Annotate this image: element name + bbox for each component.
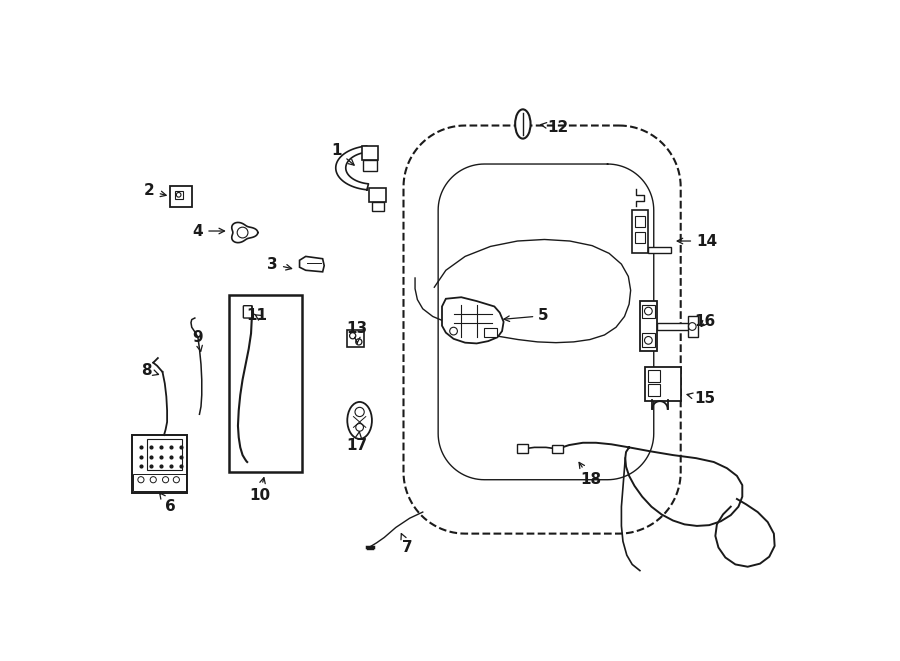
Polygon shape: [644, 367, 681, 401]
Text: 13: 13: [346, 321, 368, 343]
Text: 4: 4: [193, 223, 224, 239]
Text: 16: 16: [695, 315, 716, 329]
Polygon shape: [648, 247, 670, 253]
FancyBboxPatch shape: [243, 305, 252, 318]
Polygon shape: [657, 323, 690, 330]
Text: 3: 3: [267, 256, 292, 272]
Polygon shape: [552, 445, 562, 453]
FancyBboxPatch shape: [363, 160, 377, 171]
Polygon shape: [131, 435, 187, 493]
Polygon shape: [347, 330, 365, 347]
Text: 11: 11: [247, 308, 267, 323]
Polygon shape: [170, 186, 192, 207]
Text: 17: 17: [346, 432, 368, 453]
Text: 18: 18: [579, 463, 601, 487]
Polygon shape: [300, 256, 324, 272]
Text: 8: 8: [141, 363, 158, 378]
Polygon shape: [231, 223, 257, 243]
Polygon shape: [517, 444, 528, 453]
Text: 2: 2: [144, 184, 166, 198]
Polygon shape: [442, 297, 504, 344]
Ellipse shape: [347, 402, 372, 439]
Text: 6: 6: [159, 493, 176, 514]
Text: 12: 12: [541, 120, 569, 135]
Polygon shape: [688, 317, 698, 336]
FancyBboxPatch shape: [372, 202, 384, 212]
FancyBboxPatch shape: [362, 146, 379, 160]
Text: 10: 10: [249, 478, 270, 502]
Text: 5: 5: [504, 308, 549, 323]
Text: 14: 14: [677, 233, 717, 249]
Text: 9: 9: [193, 330, 203, 351]
Ellipse shape: [515, 109, 531, 139]
Polygon shape: [632, 210, 648, 253]
Polygon shape: [484, 328, 498, 337]
Text: 7: 7: [401, 533, 413, 555]
Text: 1: 1: [331, 143, 354, 165]
Polygon shape: [640, 301, 657, 351]
Text: 15: 15: [687, 391, 716, 407]
FancyBboxPatch shape: [369, 188, 386, 202]
Polygon shape: [336, 146, 368, 190]
Polygon shape: [229, 295, 302, 472]
